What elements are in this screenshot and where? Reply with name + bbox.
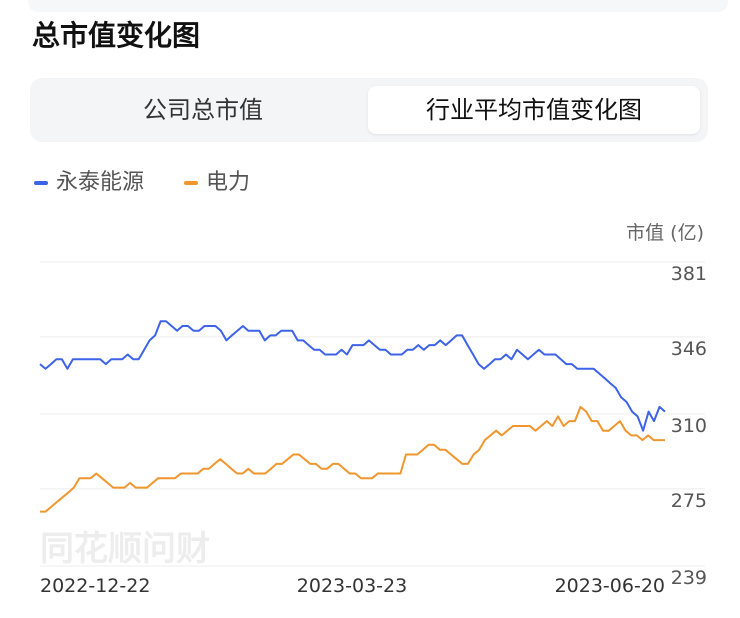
page-title: 总市值变化图 xyxy=(32,19,201,52)
series-line-2 xyxy=(40,405,665,513)
y-axis-label: 市值 (亿) xyxy=(626,222,704,244)
x-axis-ticks: 2022-12-22 2023-03-23 2023-06-20 xyxy=(40,575,665,597)
top-card-edge xyxy=(28,0,728,12)
series-lines xyxy=(39,320,666,513)
legend-swatch-series-2 xyxy=(184,181,198,185)
y-tick-label: 239 xyxy=(671,567,707,589)
series-line-1 xyxy=(39,320,666,432)
tab-company-market-cap[interactable]: 公司总市值 xyxy=(143,96,263,124)
y-tick-label: 346 xyxy=(671,338,707,360)
y-tick-label: 275 xyxy=(671,490,707,512)
x-tick-label: 2023-03-23 xyxy=(297,575,407,597)
tab-industry-average[interactable]: 行业平均市值变化图 xyxy=(368,86,700,134)
x-tick-label: 2023-06-20 xyxy=(555,575,665,597)
legend-label-series-1: 永泰能源 xyxy=(56,170,145,195)
legend-swatch-series-1 xyxy=(34,181,48,185)
tab-bar: 公司总市值 行业平均市值变化图 xyxy=(30,78,708,142)
watermark: 同花顺问财 xyxy=(40,529,210,569)
y-tick-label: 381 xyxy=(671,263,707,285)
y-tick-label: 310 xyxy=(671,415,707,437)
legend-label-series-2: 电力 xyxy=(206,170,251,195)
x-tick-label: 2022-12-22 xyxy=(40,575,150,597)
y-axis-ticks: 381 346 310 275 239 xyxy=(671,263,707,589)
grid-lines xyxy=(40,261,705,567)
